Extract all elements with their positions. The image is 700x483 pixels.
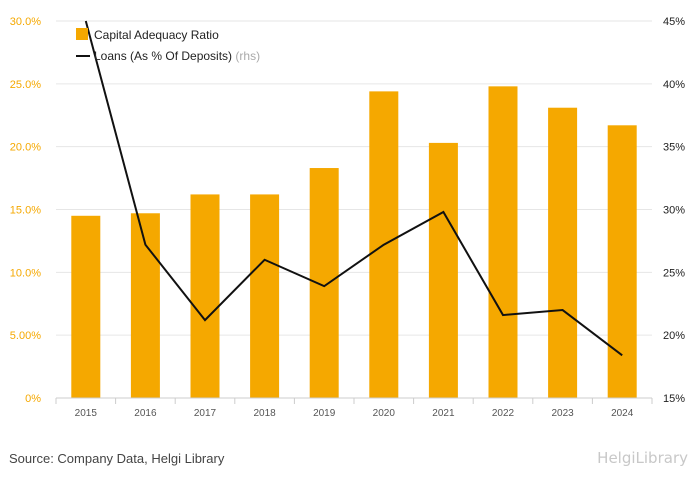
- x-tick-label: 2018: [253, 408, 276, 419]
- x-tick-label: 2021: [432, 408, 455, 419]
- y-right-tick-label: 40%: [663, 79, 685, 91]
- legend: Capital Adequacy Ratio Loans (As % Of De…: [76, 28, 260, 63]
- line-series: [84, 20, 623, 357]
- bar: [190, 194, 220, 398]
- y-right-tick-label: 20%: [663, 330, 685, 342]
- bar: [250, 194, 280, 398]
- helgi-library-logo: HelgiLibrary: [597, 449, 688, 467]
- bar: [488, 86, 518, 398]
- y-left-tick-label: 15.0%: [10, 205, 41, 217]
- bar: [71, 215, 101, 398]
- x-tick-label: 2023: [551, 408, 574, 419]
- bar: [309, 168, 339, 398]
- y-left-tick-label: 25.0%: [10, 79, 41, 91]
- y-right-tick-label: 15%: [663, 393, 685, 405]
- y-right-tick-label: 45%: [663, 16, 685, 28]
- x-tick-label: 2019: [313, 408, 336, 419]
- y-right-tick-label: 30%: [663, 205, 685, 217]
- y-left-tick-label: 30.0%: [10, 16, 41, 28]
- x-tick-label: 2024: [611, 408, 634, 419]
- y-right-tick-label: 25%: [663, 267, 685, 279]
- y-right-tick-label: 35%: [663, 142, 685, 154]
- x-tick-label: 2020: [373, 408, 396, 419]
- y-left-tick-label: 20.0%: [10, 142, 41, 154]
- bar: [548, 107, 578, 399]
- x-tick-label: 2015: [75, 408, 98, 419]
- x-tick-label: 2016: [134, 408, 157, 419]
- source-note: Source: Company Data, Helgi Library: [9, 451, 225, 466]
- x-tick-label: 2017: [194, 408, 217, 419]
- bar: [428, 142, 458, 398]
- bar-series: [71, 86, 637, 399]
- bar: [607, 125, 637, 398]
- x-tick-label: 2022: [492, 408, 515, 419]
- legend-label-line: Loans (As % Of Deposits) (rhs): [94, 49, 260, 63]
- y-left-tick-label: 5.00%: [10, 330, 41, 342]
- y-left-tick-label: 0%: [25, 393, 41, 405]
- legend-label-bar: Capital Adequacy Ratio: [94, 28, 219, 42]
- line-loans-to-deposits: [84, 20, 623, 357]
- legend-swatch-bar: [76, 28, 88, 40]
- y-left-tick-label: 10.0%: [10, 267, 41, 279]
- axes: 0% 5.00% 10.0% 15.0% 20.0% 25.0% 30.0% 15% 20% 25…: [10, 16, 685, 419]
